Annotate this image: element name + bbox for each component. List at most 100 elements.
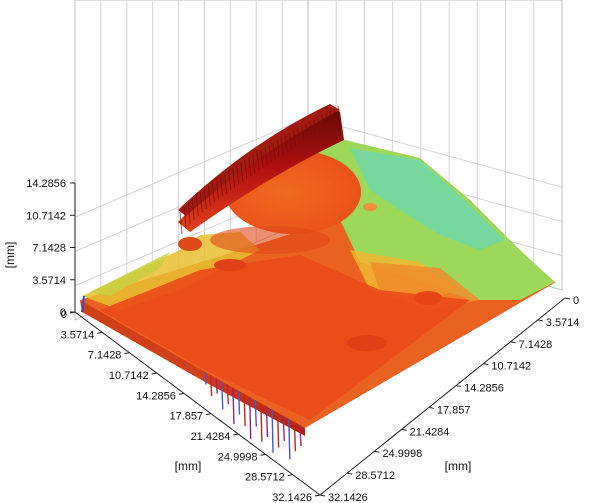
edge-spikes — [81, 295, 302, 460]
bump — [414, 291, 442, 305]
ridge-stripe — [313, 119, 317, 135]
ridge-stripe — [292, 130, 296, 148]
y-tick-label: 21.4284 — [191, 431, 231, 443]
ridge-stripe — [232, 167, 236, 188]
edge-spike — [81, 295, 85, 313]
z-tick-label: 0 — [60, 307, 66, 319]
edge-spike — [271, 409, 274, 453]
ridge-stripe — [252, 154, 256, 174]
ridge-stripe — [248, 157, 252, 177]
x-tick-label: 17.857 — [437, 404, 471, 416]
grid-line — [307, 116, 563, 188]
grid-line — [74, 116, 309, 218]
ridge-stripe — [264, 147, 268, 166]
x-tick-label: 28.5712 — [355, 470, 395, 482]
y-axis-label: [mm] — [175, 459, 202, 473]
ridge-stripe — [224, 173, 228, 194]
x-tick-mark — [428, 406, 434, 409]
y-tick-label: 3.5714 — [61, 329, 95, 341]
front-red-plane — [100, 255, 470, 420]
x-tick-mark — [483, 363, 489, 366]
ridge-stripe — [203, 188, 207, 210]
surface — [80, 104, 556, 460]
x-tick-label: 0 — [573, 295, 579, 307]
edge-spike — [249, 396, 252, 439]
ridge-stripe — [240, 162, 244, 182]
x-tick-mark — [401, 428, 407, 431]
ridge-stripe — [272, 142, 276, 160]
disc-shadow — [210, 226, 330, 254]
ridge-stripe — [183, 206, 187, 229]
x-tick-label: 14.2856 — [464, 383, 504, 395]
y-tick-label: 24.9998 — [218, 451, 258, 463]
front-left-edge — [80, 300, 205, 382]
ridge-stripe — [179, 211, 183, 235]
bump — [214, 259, 246, 271]
edge-spike — [254, 400, 257, 427]
x-tick-mark — [347, 472, 353, 475]
y-tick-mark — [287, 474, 293, 477]
y-tick-mark — [124, 352, 130, 355]
ridge-stripe — [195, 194, 199, 217]
z-ticks: 0 3.5714 7.1428 10.7142 14.2856 — [26, 178, 75, 319]
x-tick-label: 7.1428 — [519, 339, 553, 351]
x-tick-label: 10.7142 — [491, 361, 531, 373]
rim-ridge-stripes — [179, 105, 341, 235]
y-tick-mark — [178, 392, 184, 395]
x-tick-mark — [456, 385, 462, 388]
ridge-stripe — [228, 170, 232, 191]
ridge-stripe — [337, 105, 341, 121]
edge-spike — [209, 375, 213, 397]
x-tick-mark — [510, 341, 516, 344]
edge-spike — [293, 421, 297, 452]
edge-spike — [288, 418, 291, 460]
bump — [347, 335, 387, 351]
x-axis-line — [319, 297, 566, 496]
y-tick-mark — [260, 453, 266, 456]
y-tick-mark — [314, 494, 321, 497]
y-tick-label: 32.1426 — [272, 492, 312, 503]
left-green-band — [90, 252, 170, 296]
y-tick-mark — [233, 433, 239, 436]
edge-spike — [299, 424, 302, 447]
edge-spike — [226, 384, 230, 405]
z-tick-label: 10.7142 — [26, 210, 66, 222]
y-tick-mark — [206, 413, 212, 416]
x-axis-label: [mm] — [445, 459, 472, 473]
y-tick-label: 14.2856 — [136, 390, 176, 402]
ridge-stripe — [244, 159, 248, 179]
edge-spike — [260, 403, 263, 442]
edge-spike — [215, 378, 218, 394]
ridge-stripe — [256, 152, 260, 171]
y-axis-line — [74, 311, 321, 496]
ridge-stripe — [333, 108, 337, 123]
y-tick-label: 10.7142 — [109, 370, 149, 382]
x-tick-mark — [374, 450, 380, 453]
ridge-stripe — [284, 135, 288, 153]
ridge-stripe — [280, 137, 284, 155]
ridge-stripe — [260, 149, 264, 168]
ridge-stripe — [199, 191, 203, 213]
y-tick-label: 28.5712 — [245, 472, 285, 484]
x-tick-mark — [537, 319, 543, 322]
x-tick-label: 24.9998 — [382, 448, 422, 460]
y-tick-mark — [151, 372, 157, 375]
left-yellow-band — [82, 232, 260, 310]
z-axis-label: [mm] — [3, 242, 17, 269]
x-tick-mark — [564, 297, 571, 300]
ridge-stripe — [305, 123, 309, 140]
ridge-stripe — [317, 116, 321, 133]
bump — [178, 237, 202, 251]
ridge-stripe — [276, 140, 280, 158]
ridge-stripe — [220, 176, 224, 197]
x-tick-mark — [319, 494, 326, 497]
bump — [363, 203, 377, 211]
ridge-stripe — [325, 112, 329, 128]
z-tick-label: 3.5714 — [32, 275, 66, 287]
edge-spike — [221, 381, 224, 410]
edge-spike — [204, 371, 207, 385]
z-tick-label: 7.1428 — [32, 243, 66, 255]
ridge-stripe — [191, 198, 195, 220]
ridge-stripe — [207, 185, 211, 206]
ridge-stripe — [187, 202, 191, 224]
